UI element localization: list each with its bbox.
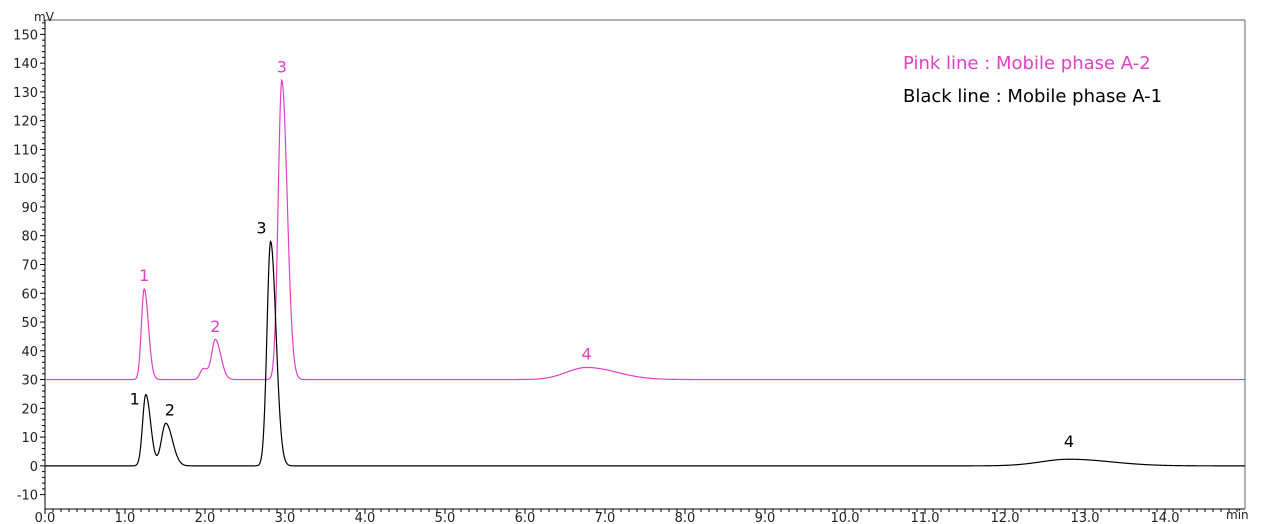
peak-labels: 1 2 3 4 1 2 3 4: [130, 57, 1074, 451]
pink-trace-line: [45, 78, 1245, 381]
pink-peak-label-2: 2: [210, 317, 220, 336]
x-tick-label: 12.0: [991, 511, 1020, 524]
y-tick-label: 80: [21, 230, 38, 245]
x-tick-label: 4.0: [355, 511, 376, 524]
legend-black-entry: Black line : Mobile phase A-1: [903, 86, 1162, 107]
x-tick-label: 2.0: [195, 511, 216, 524]
pink-peak-label-1: 1: [139, 266, 149, 285]
pink-peak-label-4: 4: [582, 344, 592, 363]
x-tick-label: 5.0: [435, 511, 456, 524]
black-trace-line: [45, 240, 1245, 467]
x-tick-label: 0.0: [35, 511, 56, 524]
y-tick-label: 0: [30, 460, 38, 475]
x-tick-label: 14.0: [1151, 511, 1180, 524]
y-tick-label: -10: [17, 489, 38, 504]
y-tick-label: 20: [21, 402, 38, 417]
traces: [45, 78, 1245, 467]
x-axis-unit-label: min: [1226, 508, 1249, 522]
y-tick-label: 10: [21, 431, 38, 446]
y-tick-label: 120: [13, 115, 38, 130]
y-axis-unit-label: mV: [34, 10, 55, 24]
y-tick-label: 60: [21, 287, 38, 302]
y-tick-label: 100: [13, 172, 38, 187]
y-tick-label: 110: [13, 143, 38, 158]
pink-peak-label-3: 3: [277, 57, 287, 76]
y-tick-label: 150: [13, 28, 38, 43]
axes: -10 0 10 20 30 40 50 60 70 80 90 100 110 120 130 140 150…: [13, 19, 1246, 524]
x-tick-label: 9.0: [755, 511, 776, 524]
x-tick-label: 7.0: [595, 511, 616, 524]
x-tick-label: 8.0: [675, 511, 696, 524]
black-peak-label-3: 3: [256, 218, 266, 237]
x-tick-label: 1.0: [115, 511, 136, 524]
x-tick-label: 6.0: [515, 511, 536, 524]
y-tick-label: 40: [21, 345, 38, 360]
black-peak-label-1: 1: [130, 390, 140, 409]
y-tick-label: 130: [13, 86, 38, 101]
black-peak-label-4: 4: [1064, 432, 1074, 451]
legend-pink-entry: Pink line : Mobile phase A-2: [903, 53, 1151, 74]
y-tick-label: 140: [13, 57, 38, 72]
y-tick-label: 90: [21, 201, 38, 216]
x-tick-label: 13.0: [1071, 511, 1100, 524]
x-tick-label: 10.0: [831, 511, 860, 524]
black-peak-label-2: 2: [165, 400, 175, 419]
y-tick-label: 70: [21, 259, 38, 274]
x-tick-label: 11.0: [911, 511, 940, 524]
y-tick-label: 50: [21, 316, 38, 331]
x-tick-label: 3.0: [275, 511, 296, 524]
y-tick-label: 30: [21, 374, 38, 389]
